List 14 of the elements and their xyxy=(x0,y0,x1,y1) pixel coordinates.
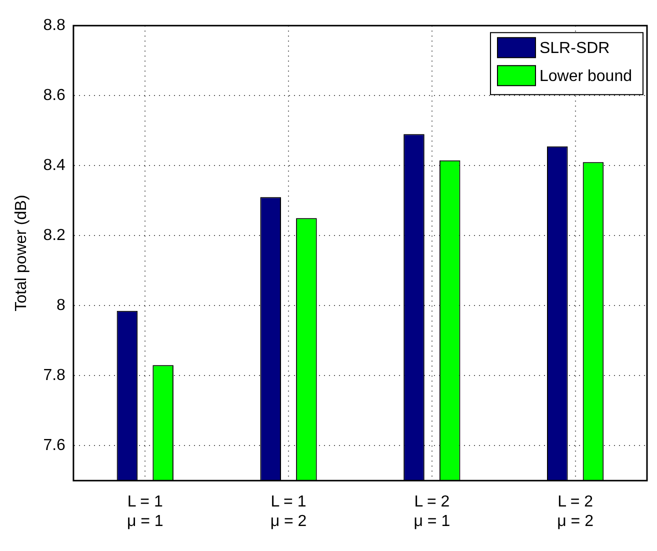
y-tick-label: 7.8 xyxy=(43,367,66,384)
x-tick-label: L = 2 μ = 2 xyxy=(557,494,594,530)
legend-label: Lower bound xyxy=(539,68,632,86)
y-axis-title: Total power (dB) xyxy=(13,194,30,312)
x-tick-label: L = 1 μ = 1 xyxy=(126,494,164,530)
y-tick-label: 8.4 xyxy=(43,157,66,174)
y-tick-label: 8.2 xyxy=(43,227,66,244)
y-tick-label: 8.6 xyxy=(43,87,66,104)
y-tick-label: 8.8 xyxy=(43,17,66,34)
y-tick-label: 7.6 xyxy=(43,437,66,454)
legend-label: SLR-SDR xyxy=(539,40,610,58)
y-tick-label: 8 xyxy=(56,297,66,314)
x-tick-label: L = 1 μ = 2 xyxy=(270,494,307,530)
x-tick-label: L = 2 μ = 1 xyxy=(414,494,450,530)
